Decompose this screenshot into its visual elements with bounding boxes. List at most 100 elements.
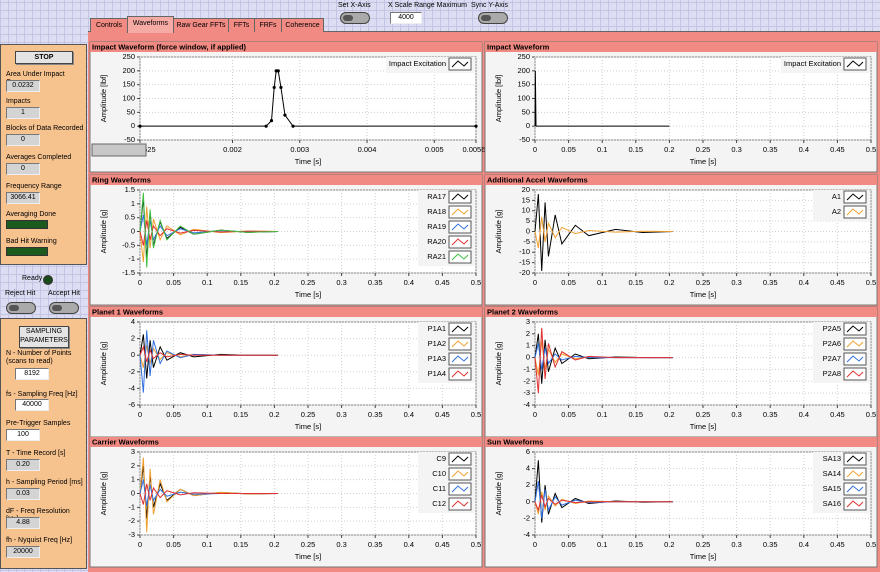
y-tick-label: -4 bbox=[523, 400, 530, 409]
legend-swatch bbox=[843, 205, 867, 219]
x-tick-label: 0.1 bbox=[202, 540, 212, 549]
y-tick-label: 200 bbox=[517, 66, 530, 75]
x-tick-label: 0.1 bbox=[597, 278, 607, 287]
legend-label: C9 bbox=[436, 454, 446, 463]
y-tick-label: -4 bbox=[128, 383, 135, 392]
accept-switch[interactable] bbox=[49, 302, 79, 314]
x-tick-label: 0.00562 bbox=[462, 145, 489, 154]
waveform bbox=[139, 483, 278, 505]
sync-y-axis-button[interactable] bbox=[478, 12, 508, 24]
legend-line bbox=[451, 208, 469, 216]
x-tick-label: 0.4 bbox=[404, 410, 414, 419]
x-tick-label: 0.4 bbox=[799, 540, 809, 549]
x-tick-label: 0 bbox=[533, 410, 537, 419]
legend-swatch bbox=[843, 367, 867, 381]
y-tick-label: -6 bbox=[128, 400, 135, 409]
legend-swatch bbox=[843, 352, 867, 366]
waveform-marker bbox=[291, 124, 295, 128]
legend-line bbox=[451, 355, 469, 363]
y-tick-label: 6 bbox=[526, 447, 530, 456]
param-value[interactable]: 100 bbox=[6, 429, 40, 441]
legend-swatch bbox=[448, 337, 472, 351]
x-tick-label: 0.15 bbox=[628, 410, 643, 419]
y-tick-label: -3 bbox=[128, 530, 135, 539]
x-tick-label: 0.3 bbox=[731, 410, 741, 419]
param-value[interactable]: 8192 bbox=[15, 368, 49, 380]
y-tick-label: -1.5 bbox=[122, 268, 135, 277]
x-tick-label: 0.2 bbox=[664, 145, 674, 154]
x-tick-label: 0.15 bbox=[233, 410, 248, 419]
y-tick-label: 10 bbox=[522, 206, 530, 215]
chart-title: Impact Waveform (force window, if applie… bbox=[92, 42, 247, 51]
x-tick-label: 0.25 bbox=[696, 410, 711, 419]
chart-title-bar bbox=[90, 42, 482, 52]
legend-line bbox=[451, 253, 469, 261]
legend-swatch bbox=[448, 367, 472, 381]
x-axis-title: Time [s] bbox=[690, 157, 716, 166]
x-scale-input[interactable]: 4000 bbox=[390, 12, 422, 24]
waveform bbox=[534, 495, 673, 512]
x-tick-label: 0.4 bbox=[404, 540, 414, 549]
y-tick-label: 50 bbox=[522, 107, 530, 116]
x-tick-label: 0.45 bbox=[830, 145, 845, 154]
status-panel: STOP Area Under Impact Curve 0.0232 Impa… bbox=[0, 44, 87, 265]
legend-swatch bbox=[448, 190, 472, 204]
x-tick-label: 0.1 bbox=[202, 278, 212, 287]
legend-line bbox=[451, 325, 469, 333]
param-value: 0.20 bbox=[6, 459, 40, 471]
chart-title-bar bbox=[90, 307, 482, 317]
y-tick-label: 100 bbox=[122, 93, 135, 102]
reject-switch[interactable] bbox=[6, 302, 36, 314]
legend-label: P1A2 bbox=[428, 339, 446, 348]
x-tick-label: 0.3 bbox=[731, 145, 741, 154]
stop-button[interactable]: STOP bbox=[15, 51, 73, 64]
legend-label: SA16 bbox=[823, 499, 841, 508]
tab[interactable]: Coherence bbox=[281, 18, 324, 32]
set-x-axis-button[interactable] bbox=[340, 12, 370, 24]
set-x-axis-label: Set X-Axis bbox=[338, 2, 371, 9]
legend-swatch bbox=[843, 467, 867, 481]
x-tick-label: 0.15 bbox=[233, 278, 248, 287]
x-tick-label: 0.45 bbox=[435, 540, 450, 549]
legend-label: Impact Excitation bbox=[389, 59, 446, 68]
waveform bbox=[534, 194, 673, 271]
legend-line bbox=[846, 340, 864, 348]
legend-line bbox=[451, 60, 469, 68]
x-tick-label: 0.004 bbox=[358, 145, 377, 154]
y-tick-label: 4 bbox=[526, 464, 530, 473]
y-axis-title: Amplitude [g] bbox=[99, 472, 108, 516]
legend-label: C10 bbox=[432, 469, 446, 478]
legend-label: RA17 bbox=[427, 192, 446, 201]
legend-label: SA15 bbox=[823, 484, 841, 493]
y-tick-label: -2 bbox=[523, 376, 530, 385]
x-tick-label: 0.5 bbox=[471, 410, 481, 419]
y-tick-label: 0 bbox=[526, 226, 530, 235]
x-tick-label: 0 bbox=[138, 540, 142, 549]
waveform-marker bbox=[474, 124, 478, 128]
y-tick-label: 0 bbox=[131, 488, 135, 497]
legend-swatch bbox=[448, 322, 472, 336]
sampling-title[interactable]: SAMPLING PARAMETERS bbox=[19, 326, 69, 348]
legend-swatch bbox=[843, 190, 867, 204]
x-tick-label: 0.45 bbox=[830, 410, 845, 419]
x-axis-title: Time [s] bbox=[690, 552, 716, 561]
y-axis-title: Amplitude [g] bbox=[494, 210, 503, 254]
waveform bbox=[139, 457, 278, 533]
y-axis-title: Amplitude [lbf] bbox=[494, 75, 503, 123]
chart-title: Additional Accel Waveforms bbox=[487, 175, 588, 184]
legend-line bbox=[846, 470, 864, 478]
y-axis-title: Amplitude [lbf] bbox=[99, 75, 108, 123]
x-tick-label: 0.2 bbox=[664, 278, 674, 287]
legend-swatch bbox=[448, 352, 472, 366]
x-tick-label: 0.25 bbox=[301, 410, 316, 419]
y-tick-label: 0 bbox=[131, 226, 135, 235]
y-tick-label: -50 bbox=[124, 135, 135, 144]
x-tick-label: 0.25 bbox=[696, 540, 711, 549]
param-value[interactable]: 40000 bbox=[15, 399, 49, 411]
chart-title: Impact Waveform bbox=[487, 42, 550, 51]
x-tick-label: 0.4 bbox=[799, 145, 809, 154]
legend-swatch bbox=[843, 322, 867, 336]
legend-swatch bbox=[448, 497, 472, 511]
